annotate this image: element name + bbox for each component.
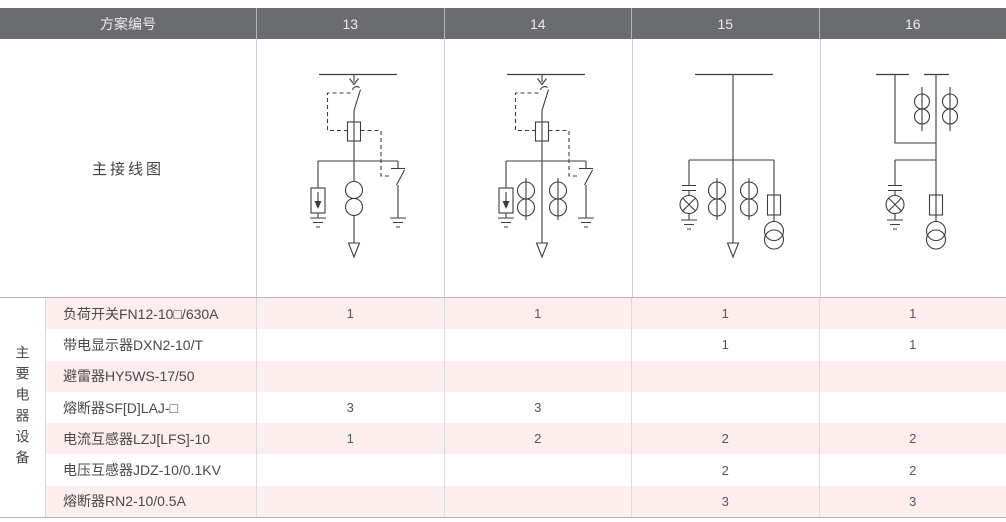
fuse	[766, 160, 782, 216]
interlock-linkage	[514, 92, 579, 177]
fuse	[534, 121, 550, 142]
equipment-row: 熔断器RN2-10/0.5A 3 3	[46, 485, 1006, 518]
interlock-linkage	[326, 92, 391, 177]
equipment-name: 避雷器HY5WS-17/50	[63, 368, 195, 385]
equipment-name: 电压互感器JDZ-10/0.1KV	[63, 462, 221, 479]
quantity-cell	[256, 454, 444, 486]
equipment-name: 熔断器RN2-10/0.5A	[63, 493, 186, 510]
surge-arrester	[498, 161, 514, 228]
equipment-name: 电流互感器LZJ[LFS]-10	[63, 430, 211, 447]
quantity-cell	[631, 391, 819, 424]
quantity-cell: 1	[818, 329, 1006, 361]
scheme-column-16: 16	[818, 8, 1006, 39]
earthing-switch	[390, 161, 406, 228]
quantity-cell	[443, 485, 632, 518]
quantity-cell: 1	[256, 423, 444, 455]
quantity-cell: 2	[443, 423, 632, 455]
quantity-cell: 1	[631, 329, 819, 361]
quantity-cell	[256, 485, 444, 518]
current-transformer	[707, 178, 727, 220]
quantity-cell: 3	[631, 485, 819, 518]
quantity-cell: 1	[818, 298, 1006, 330]
scheme-column-14: 14	[443, 8, 632, 39]
quantity-cell: 2	[818, 454, 1006, 486]
quantity-cell: 3	[256, 391, 444, 424]
outgoing-feeder-arrow	[726, 242, 740, 259]
quantity-cell	[631, 360, 819, 392]
current-transformer	[548, 178, 568, 220]
main-wiring-diagram-row: 主接线图	[0, 39, 1006, 298]
equipment-row: 电流互感器LZJ[LFS]-10 1 2 2 2	[46, 423, 1006, 455]
quantity-cell	[818, 391, 1006, 424]
current-transformer	[516, 178, 536, 220]
wiring-diagram-cell-15	[632, 39, 820, 297]
quantity-cell	[256, 360, 444, 392]
wiring-diagram-14	[498, 73, 594, 259]
quantity-cell: 3	[443, 391, 632, 424]
fuse	[346, 121, 362, 142]
quantity-cell	[443, 360, 632, 392]
equipment-section: 主要电器设备 负荷开关FN12-10□/630A 1 1 1 1 带电显示器DX…	[0, 298, 1006, 519]
quantity-cell: 1	[631, 298, 819, 330]
live-display	[679, 160, 699, 230]
current-transformer	[941, 87, 959, 131]
wiring-diagram-13	[310, 73, 406, 259]
outgoing-feeder-arrow	[535, 242, 549, 259]
current-transformer	[913, 87, 931, 131]
current-transformer	[739, 178, 759, 220]
scheme-number-header: 方案编号	[100, 15, 156, 32]
wiring-diagram-cell-13	[256, 39, 444, 297]
earthing-switch	[578, 161, 594, 228]
equipment-name: 带电显示器DXN2-10/T	[63, 336, 204, 353]
wiring-diagram-16	[876, 73, 959, 250]
wiring-diagram-cell-16	[820, 39, 1006, 297]
equipment-name: 负荷开关FN12-10□/630A	[63, 305, 219, 322]
wiring-diagram-15	[679, 73, 785, 259]
quantity-cell	[443, 329, 632, 361]
quantity-cell	[256, 329, 444, 361]
voltage-transformer	[763, 215, 785, 250]
table-header: 方案编号 13 14 15 16	[0, 8, 1006, 39]
surge-arrester	[310, 161, 326, 228]
main-wiring-diagram-label: 主接线图	[91, 160, 164, 178]
equipment-row: 熔断器SF[D]LAJ-□ 3 3	[46, 391, 1006, 424]
equipment-row: 带电显示器DXN2-10/T 1 1	[46, 329, 1006, 361]
current-transformer	[344, 161, 364, 243]
quantity-cell	[443, 454, 632, 486]
voltage-transformer	[925, 215, 947, 250]
equipment-row: 负荷开关FN12-10□/630A 1 1 1 1	[46, 298, 1006, 330]
equipment-group-cell: 主要电器设备	[0, 298, 46, 518]
wiring-diagram-cell-14	[444, 39, 632, 297]
quantity-cell: 2	[818, 423, 1006, 455]
quantity-cell: 1	[256, 298, 444, 330]
quantity-cell: 2	[631, 454, 819, 486]
load-switch	[349, 74, 362, 122]
load-switch	[537, 74, 550, 122]
quantity-cell: 3	[818, 485, 1006, 518]
quantity-cell	[818, 360, 1006, 392]
equipment-name: 熔断器SF[D]LAJ-□	[63, 399, 179, 416]
equipment-rows: 负荷开关FN12-10□/630A 1 1 1 1 带电显示器DXN2-10/T…	[46, 298, 1006, 518]
equipment-row: 避雷器HY5WS-17/50	[46, 360, 1006, 392]
equipment-row: 电压互感器JDZ-10/0.1KV 2 2	[46, 454, 1006, 486]
equipment-group-label: 主要电器设备	[14, 344, 31, 471]
quantity-cell: 2	[631, 423, 819, 455]
scheme-column-13: 13	[256, 8, 444, 39]
outgoing-feeder-arrow	[347, 242, 361, 259]
fuse	[928, 194, 944, 216]
live-display	[885, 160, 905, 230]
quantity-cell: 1	[443, 298, 632, 330]
scheme-column-15: 15	[631, 8, 819, 39]
